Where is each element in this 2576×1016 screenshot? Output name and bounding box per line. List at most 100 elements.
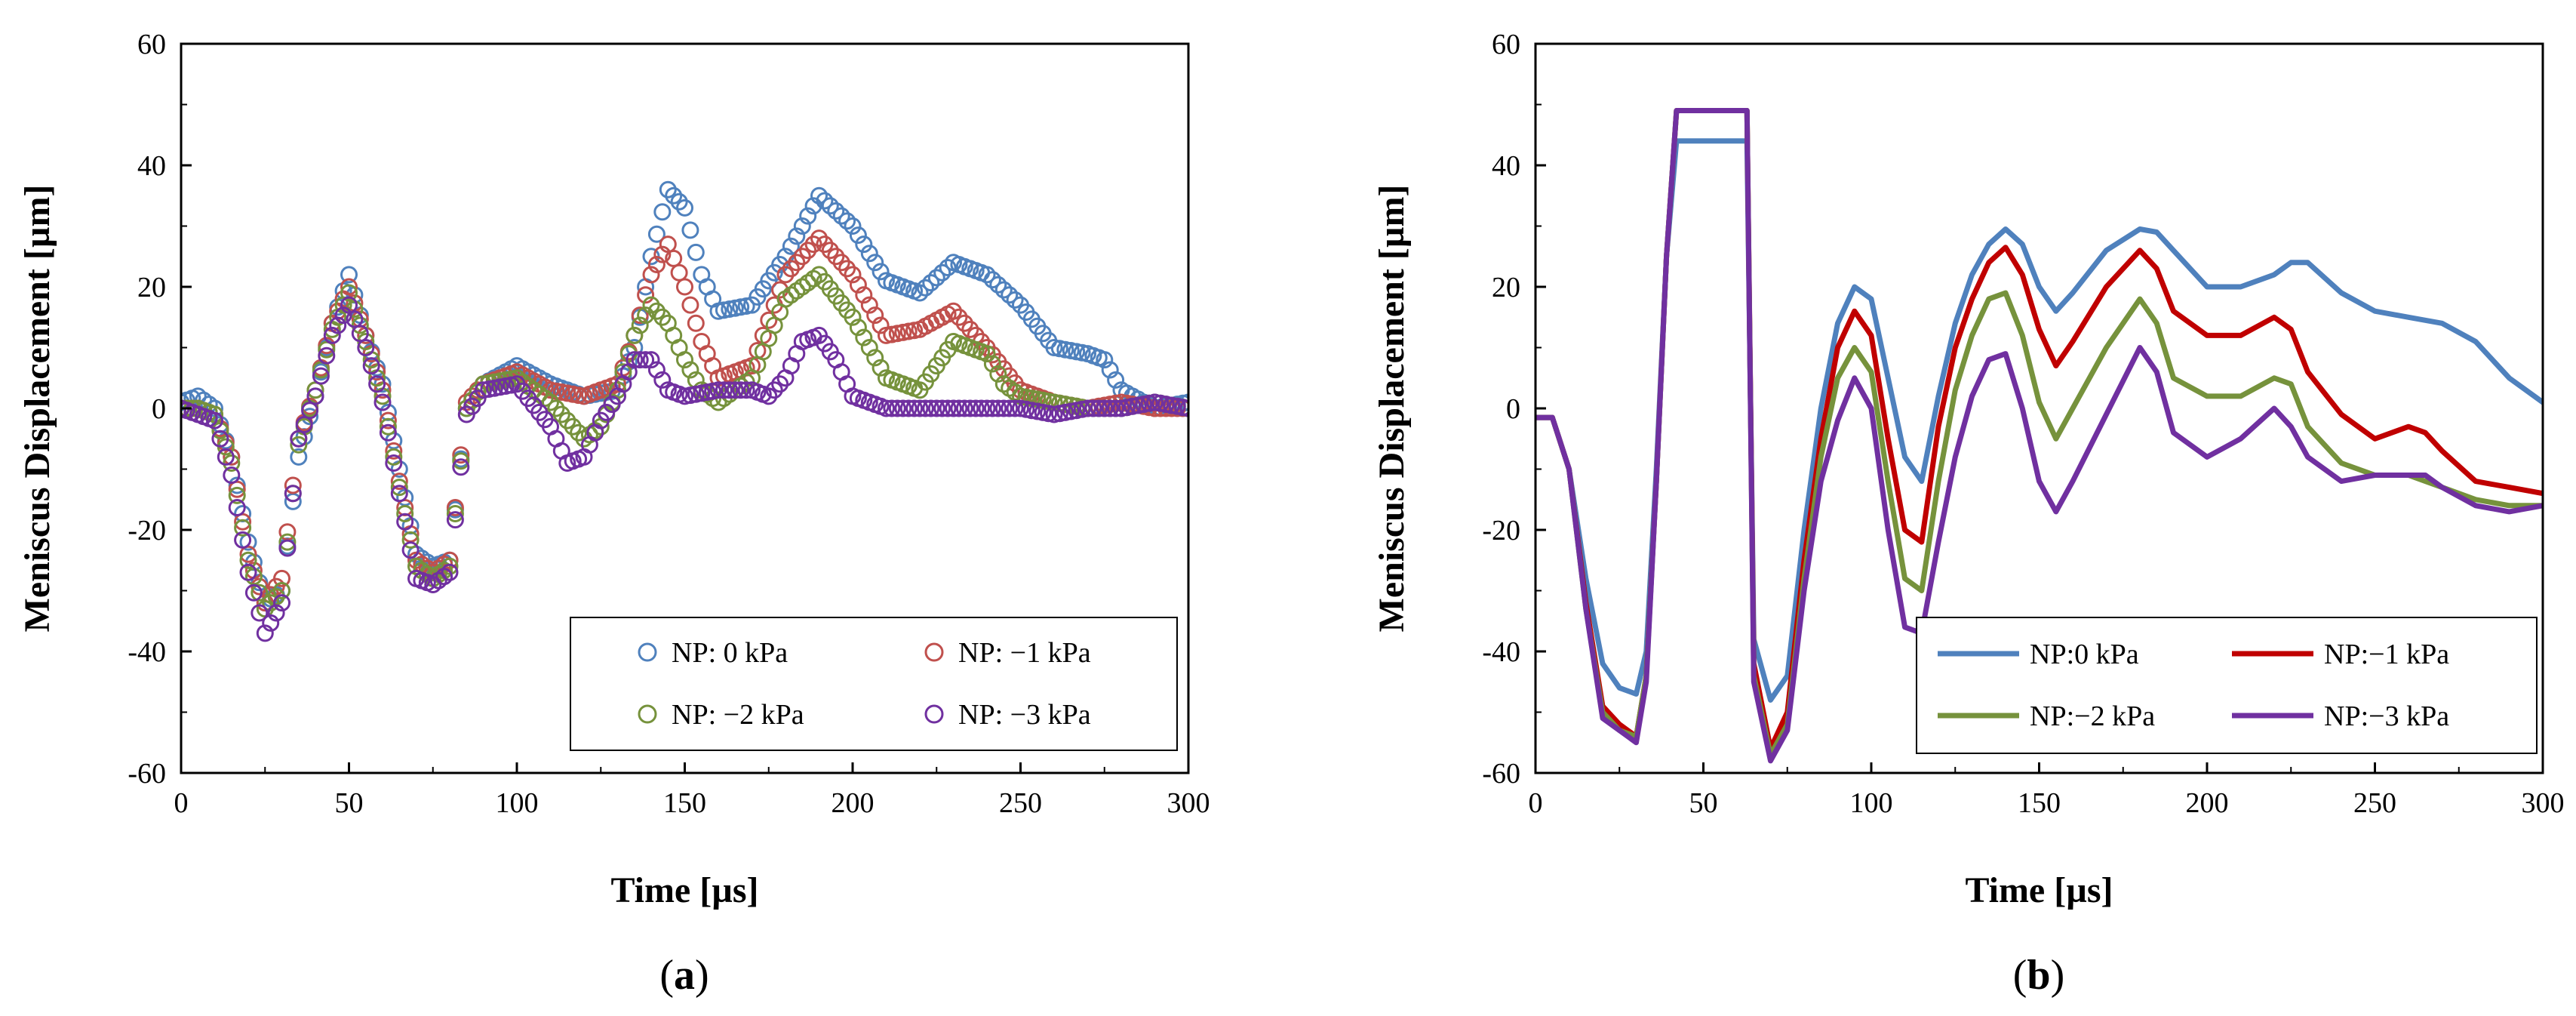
data-point-series-2: [234, 519, 252, 537]
x-tick-label: 150: [663, 787, 706, 819]
data-point-series-3: [939, 399, 957, 417]
x-tick-label: 100: [1850, 787, 1893, 819]
panel-a-y-axis-label: Meniscus Displacement [µm]: [17, 185, 57, 633]
data-point-series-0: [1107, 371, 1125, 389]
data-point-series-0: [933, 263, 951, 282]
data-point-series-3: [760, 387, 778, 405]
data-point-series-3: [390, 485, 408, 503]
series-line-3: [1535, 108, 2543, 764]
data-point-series-3: [737, 381, 755, 399]
data-point-series-3: [888, 399, 906, 417]
data-point-series-3: [239, 563, 257, 581]
data-point-series-2: [262, 594, 280, 612]
data-point-series-3: [262, 614, 280, 632]
data-point-series-2: [653, 308, 672, 326]
y-tick-label: -20: [1482, 515, 1520, 546]
data-point-series-3: [256, 624, 274, 642]
data-point-series-2: [564, 417, 582, 436]
panel-a-legend: NP: 0 kPa NP: −1 kPa NP: −2 kPa NP: −3 k…: [570, 617, 1178, 751]
data-point-series-3: [373, 393, 392, 411]
data-point-series-2: [989, 365, 1007, 383]
data-point-series-2: [273, 582, 290, 599]
y-tick-label: 40: [137, 150, 166, 182]
legend-label-np-0: NP:0 kPa: [2030, 639, 2139, 670]
data-point-series-0: [983, 271, 1001, 289]
data-point-series-3: [362, 357, 380, 375]
data-point-series-1: [961, 320, 979, 338]
data-point-series-2: [631, 316, 649, 334]
y-tick-label: 20: [137, 272, 166, 303]
y-tick-label: 60: [137, 29, 166, 60]
data-point-series-0: [799, 207, 817, 225]
x-tick-label: 200: [2186, 787, 2229, 819]
data-point-series-2: [681, 361, 699, 379]
data-point-series-3: [446, 511, 464, 529]
x-tick-label: 250: [2353, 787, 2396, 819]
data-point-series-2: [452, 452, 470, 470]
data-point-series-3: [983, 399, 1001, 417]
data-point-series-3: [933, 399, 951, 417]
data-point-series-0: [659, 180, 677, 199]
data-point-series-2: [855, 328, 873, 346]
data-point-series-0: [1001, 286, 1019, 304]
data-point-series-2: [251, 583, 269, 602]
data-point-series-0: [793, 217, 811, 235]
data-point-series-0: [989, 276, 1007, 294]
data-point-series-3: [379, 423, 397, 442]
data-point-series-3: [234, 531, 252, 549]
x-tick-label: 0: [174, 787, 189, 819]
legend-label-np-3: NP:−3 kPa: [2324, 700, 2449, 732]
data-point-series-0: [978, 266, 996, 284]
data-point-series-0: [1006, 291, 1024, 309]
y-tick-label: 0: [1506, 393, 1520, 425]
data-point-series-1: [223, 448, 241, 466]
data-point-series-0: [916, 279, 934, 297]
data-point-series-0: [939, 259, 957, 276]
data-point-series-0: [1101, 361, 1119, 379]
data-point-series-1: [832, 254, 850, 272]
data-point-series-3: [955, 399, 973, 417]
data-point-series-3: [961, 399, 979, 417]
data-point-series-3: [1101, 399, 1119, 417]
data-point-series-2: [871, 359, 890, 377]
data-point-series-1: [760, 311, 778, 329]
data-point-series-0: [922, 274, 940, 292]
data-point-series-2: [396, 505, 414, 522]
data-point-series-1: [816, 236, 834, 254]
y-tick-label: 40: [1492, 150, 1520, 182]
data-point-series-3: [278, 539, 297, 557]
data-point-series-1: [631, 306, 649, 325]
data-point-series-3: [989, 399, 1007, 417]
data-point-series-2: [626, 326, 644, 344]
data-point-series-2: [849, 319, 867, 337]
data-point-series-0: [927, 269, 945, 287]
data-point-series-2: [318, 340, 336, 359]
y-tick-label: -60: [1482, 758, 1520, 790]
data-point-series-2: [446, 505, 464, 522]
data-point-series-1: [793, 248, 811, 266]
data-point-series-1: [945, 302, 962, 320]
data-point-series-0: [849, 226, 867, 245]
data-point-series-3: [334, 306, 352, 325]
data-point-series-0: [911, 284, 929, 302]
data-point-series-1: [849, 276, 867, 294]
data-point-series-1: [441, 551, 459, 569]
x-tick-label: 250: [999, 787, 1042, 819]
data-point-series-3: [1179, 399, 1188, 417]
data-point-series-3: [312, 367, 330, 385]
data-point-series-3: [653, 371, 672, 389]
data-point-series-0: [832, 207, 850, 225]
data-point-series-2: [647, 302, 666, 320]
data-point-series-1: [950, 308, 968, 326]
data-point-series-3: [351, 325, 369, 343]
data-point-series-3: [329, 316, 347, 334]
y-tick-label: -40: [128, 636, 166, 668]
data-point-series-0: [827, 202, 845, 220]
data-point-series-2: [614, 363, 632, 381]
data-point-series-1: [379, 411, 397, 429]
data-point-series-2: [441, 557, 459, 575]
data-point-series-3: [905, 399, 924, 417]
x-tick-label: 50: [1689, 787, 1718, 819]
data-point-series-1: [855, 286, 873, 304]
data-point-series-3: [273, 594, 290, 612]
